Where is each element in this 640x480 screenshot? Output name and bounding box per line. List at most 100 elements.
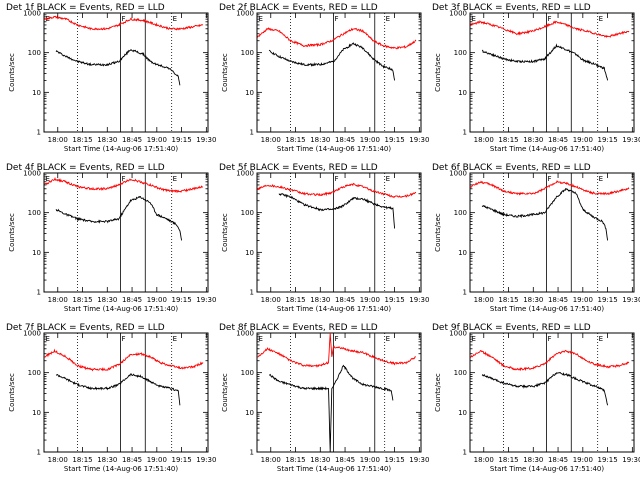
detector-panel: Det 1f BLACK = Events, RED = LLD 1 10 100 10… — [6, 3, 216, 153]
interval-marker-label: F — [334, 15, 338, 23]
x-tick-label: 19:15 — [384, 296, 404, 304]
x-tick-label: 19:00 — [573, 456, 593, 464]
y-tick-label: 1000 — [449, 170, 467, 178]
y-tick-label: 100 — [28, 49, 41, 57]
y-tick-label: 100 — [241, 49, 254, 57]
y-tick-label: 10 — [32, 409, 41, 417]
x-tick-label: 19:30 — [622, 456, 640, 464]
y-tick-label: 100 — [454, 209, 467, 217]
y-tick-label: 1000 — [23, 330, 41, 338]
plot-frame — [256, 172, 422, 293]
lld-series-line — [44, 348, 204, 372]
y-axis-label: Counts/sec — [434, 53, 442, 92]
interval-marker-label: F — [121, 15, 125, 23]
y-tick-label: 1000 — [236, 330, 254, 338]
y-tick-label: 10 — [32, 89, 41, 97]
panel-title: Det 3f BLACK = Events, RED = LLD — [432, 3, 591, 13]
x-tick-label: 18:45 — [335, 136, 355, 144]
y-tick-label: 1 — [463, 289, 467, 297]
x-tick-label: 18:00 — [48, 296, 68, 304]
x-tick-label: 18:30 — [310, 296, 330, 304]
x-tick-label: 18:30 — [310, 136, 330, 144]
detector-panel: Det 8f BLACK = Events, RED = LLD 1 10 100 10… — [219, 323, 429, 473]
x-tick-label: 19:15 — [384, 456, 404, 464]
plot-frame — [43, 332, 209, 453]
x-tick-label: 19:00 — [573, 296, 593, 304]
events-series-line — [55, 48, 181, 86]
interval-marker-label: E — [173, 15, 177, 23]
interval-marker-label: E — [386, 335, 390, 343]
x-axis-label: Start Time (14-Aug-06 17:51:40) — [64, 465, 178, 473]
x-tick-label: 19:00 — [360, 296, 380, 304]
x-tick-label: 18:15 — [72, 136, 92, 144]
x-tick-label: 19:00 — [147, 296, 167, 304]
x-tick-label: 18:15 — [498, 456, 518, 464]
y-tick-label: 1000 — [236, 10, 254, 18]
detector-panel: Det 6f BLACK = Events, RED = LLD 1 10 100 10… — [432, 163, 640, 313]
events-series-line — [268, 42, 396, 81]
x-tick-label: 18:00 — [474, 136, 494, 144]
x-tick-label: 18:45 — [335, 456, 355, 464]
x-tick-label: 18:15 — [285, 136, 305, 144]
x-tick-label: 18:30 — [523, 136, 543, 144]
x-tick-label: 19:15 — [597, 136, 617, 144]
x-tick-label: 18:45 — [548, 456, 568, 464]
detector-panel: Det 2f BLACK = Events, RED = LLD 1 10 100 10… — [219, 3, 429, 153]
y-axis-label: Counts/sec — [8, 53, 16, 92]
panel-title: Det 9f BLACK = Events, RED = LLD — [432, 323, 591, 333]
y-axis-label: Counts/sec — [221, 213, 229, 252]
x-tick-label: 18:30 — [523, 296, 543, 304]
x-tick-label: 19:15 — [597, 296, 617, 304]
lld-series-line — [470, 349, 630, 372]
panel-title: Det 6f BLACK = Events, RED = LLD — [432, 163, 591, 173]
y-tick-label: 1 — [463, 449, 467, 457]
interval-marker-label: F — [121, 175, 125, 183]
x-tick-label: 19:30 — [622, 296, 640, 304]
lld-series-line — [470, 20, 630, 38]
interval-marker-label: F — [547, 15, 551, 23]
interval-marker-label: E — [599, 335, 603, 343]
interval-marker-label: E — [46, 175, 50, 183]
y-tick-label: 100 — [241, 369, 254, 377]
x-axis-label: Start Time (14-Aug-06 17:51:40) — [64, 305, 178, 313]
lld-series-line — [257, 27, 417, 50]
x-tick-label: 18:45 — [335, 296, 355, 304]
plot-frame — [256, 12, 422, 133]
plot-frame — [469, 12, 635, 133]
y-axis-label: Counts/sec — [8, 213, 16, 252]
y-tick-label: 1 — [37, 289, 41, 297]
y-tick-label: 1000 — [23, 170, 41, 178]
plot-frame — [43, 12, 209, 133]
x-tick-label: 19:30 — [196, 296, 216, 304]
x-tick-label: 18:15 — [498, 136, 518, 144]
x-tick-label: 18:45 — [548, 136, 568, 144]
y-tick-label: 1 — [37, 449, 41, 457]
x-tick-label: 18:00 — [261, 456, 281, 464]
interval-marker-label: E — [259, 335, 263, 343]
interval-marker-label: E — [259, 15, 263, 23]
x-tick-label: 19:00 — [147, 136, 167, 144]
x-tick-label: 19:00 — [573, 136, 593, 144]
x-tick-label: 19:15 — [171, 136, 191, 144]
interval-marker-label: E — [599, 15, 603, 23]
interval-marker-label: F — [121, 335, 125, 343]
interval-marker-label: E — [472, 15, 476, 23]
x-tick-label: 19:15 — [384, 136, 404, 144]
y-tick-label: 10 — [245, 89, 254, 97]
y-tick-label: 10 — [245, 409, 254, 417]
x-tick-label: 19:15 — [171, 456, 191, 464]
x-tick-label: 18:15 — [285, 456, 305, 464]
x-tick-label: 19:30 — [196, 136, 216, 144]
interval-marker-label: F — [334, 335, 338, 343]
y-tick-label: 10 — [32, 249, 41, 257]
x-tick-label: 18:15 — [285, 296, 305, 304]
interval-marker-label: E — [173, 175, 177, 183]
x-axis-label: Start Time (14-Aug-06 17:51:40) — [490, 465, 604, 473]
x-tick-label: 18:30 — [97, 296, 117, 304]
detector-panel: Det 4f BLACK = Events, RED = LLD 1 10 100 10… — [6, 163, 216, 313]
x-tick-label: 19:30 — [409, 456, 429, 464]
panel-title: Det 2f BLACK = Events, RED = LLD — [219, 3, 378, 13]
x-tick-label: 19:00 — [147, 456, 167, 464]
plot-frame — [256, 332, 422, 453]
